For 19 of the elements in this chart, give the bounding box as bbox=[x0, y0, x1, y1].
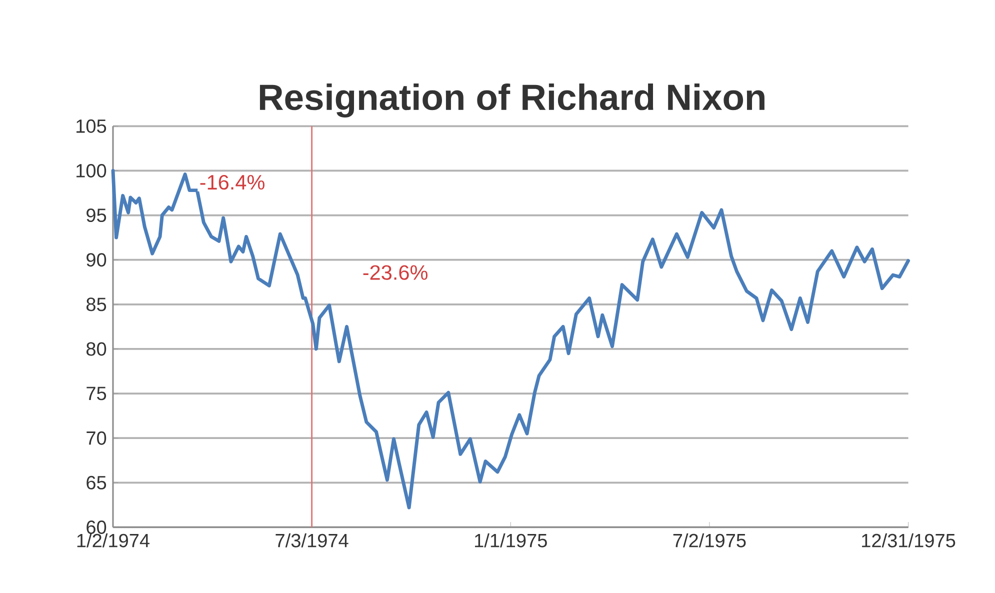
y-tick-label: 80 bbox=[86, 342, 106, 356]
y-tick-label: 100 bbox=[76, 164, 106, 178]
chart-title: Resignation of Richard Nixon bbox=[260, 83, 764, 118]
y-tick-label: 65 bbox=[86, 476, 106, 490]
x-tick-label: 12/31/1975 bbox=[862, 533, 956, 548]
y-tick-label: 60 bbox=[86, 520, 106, 534]
x-tick-label: 7/3/1974 bbox=[276, 533, 348, 548]
line-series bbox=[111, 168, 910, 510]
annotation: -16.4% bbox=[200, 174, 264, 190]
y-tick-label: 95 bbox=[86, 208, 106, 222]
annotation: -23.6% bbox=[363, 265, 428, 280]
y-tick-label: 85 bbox=[86, 298, 106, 312]
x-tick-label: 1/2/1974 bbox=[77, 533, 150, 548]
y-tick-label: 90 bbox=[86, 252, 106, 266]
x-tick-label: 1/1/1975 bbox=[475, 533, 547, 548]
y-tick-label: 70 bbox=[86, 431, 106, 445]
x-tick-label: 7/2/1975 bbox=[673, 533, 746, 548]
y-tick-label: 105 bbox=[76, 119, 106, 133]
y-tick-label: 75 bbox=[86, 386, 106, 400]
